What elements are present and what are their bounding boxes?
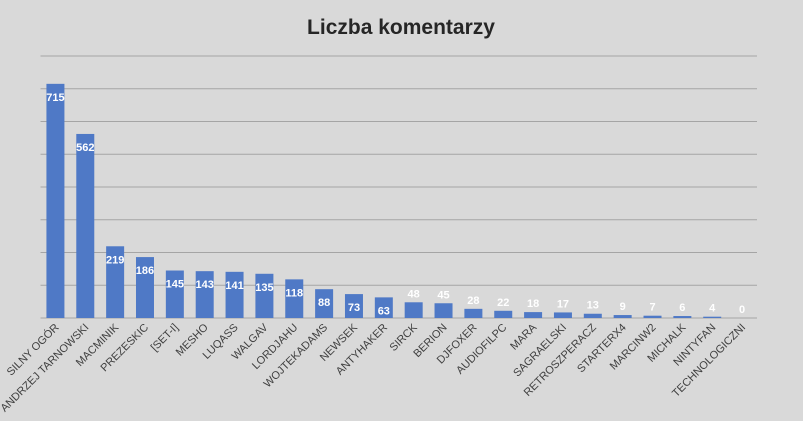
value-label: 219 [106,254,124,266]
value-label: 715 [46,92,64,104]
bar [643,315,662,318]
bar [703,316,722,318]
bar [524,312,543,318]
bar [673,316,692,318]
bar [583,313,602,318]
value-label: 88 [318,297,330,309]
value-label: 63 [378,305,390,317]
value-label: 141 [225,280,243,292]
value-label: 13 [587,300,599,312]
value-label: 135 [255,282,273,294]
bar [46,83,65,319]
value-label: 143 [196,279,214,291]
bar [76,133,95,318]
value-label: 9 [620,301,626,313]
bar [553,312,572,318]
value-label: 145 [166,279,184,291]
value-label: 562 [76,142,94,154]
value-label: 28 [467,295,479,307]
value-label: 7 [649,302,655,314]
bar [613,315,632,318]
bar [404,302,423,318]
value-label: 17 [557,298,569,310]
chart-title: Liczba komentarzy [307,16,495,39]
bar [106,246,125,318]
value-label: 186 [136,265,154,277]
bar [285,279,304,318]
bar [255,273,274,318]
value-label: 118 [285,287,303,299]
bar [135,257,154,318]
bar [464,308,483,318]
bar [344,294,363,318]
value-label: 6 [679,302,685,314]
bar [434,303,453,318]
value-label: 45 [437,289,449,301]
value-label: 73 [348,302,360,314]
bar [225,271,244,318]
bar [494,310,513,318]
value-label: 0 [739,304,745,316]
x-tick-label: SILNY OGÓR [4,321,62,379]
value-label: 4 [709,303,716,315]
bar [195,271,214,318]
bar [374,297,393,318]
bar [165,270,184,318]
bar [315,289,334,318]
value-label: 18 [527,298,539,310]
value-label: 48 [408,288,420,300]
value-label: 22 [497,297,509,309]
